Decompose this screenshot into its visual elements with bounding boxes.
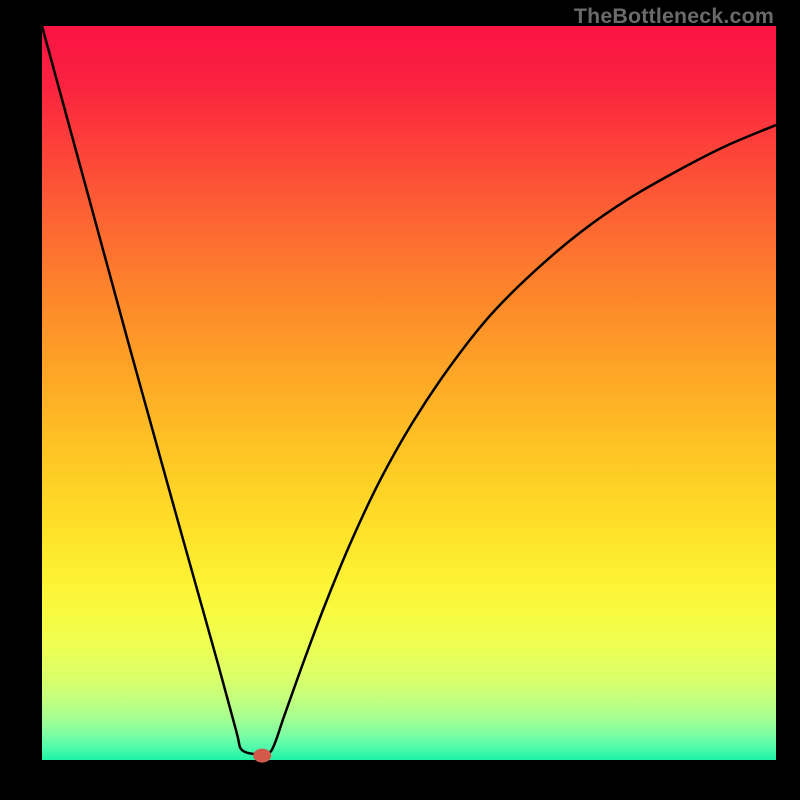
chart-frame: TheBottleneck.com <box>0 0 800 800</box>
plot-background <box>42 26 776 760</box>
watermark-text: TheBottleneck.com <box>574 4 774 29</box>
optimum-marker <box>253 749 271 763</box>
bottleneck-chart <box>0 0 800 800</box>
